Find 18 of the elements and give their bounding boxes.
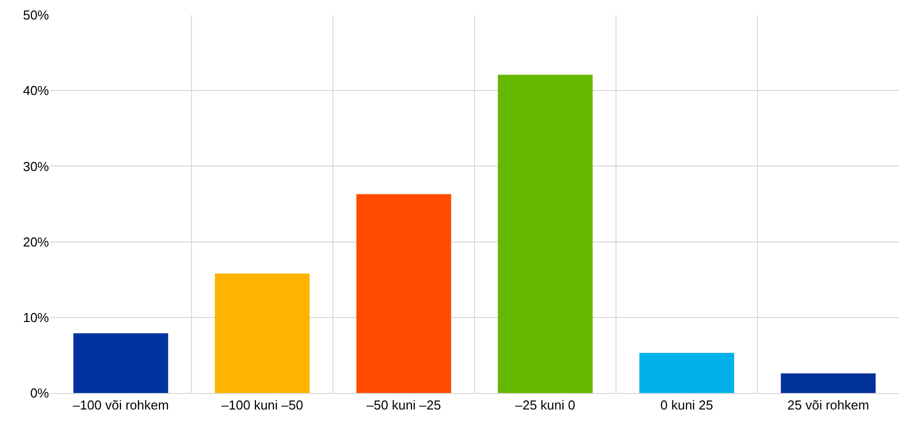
x-tick-label: –50 kuni –25 xyxy=(366,398,441,413)
y-tick-label: 10% xyxy=(22,310,50,325)
x-tick-label: 25 või rohkem xyxy=(787,398,870,413)
bar xyxy=(780,373,876,393)
bar xyxy=(498,74,593,393)
y-tick-label: 20% xyxy=(22,234,50,250)
y-tick-label: 50% xyxy=(22,8,50,23)
bar xyxy=(356,194,452,393)
bar xyxy=(639,352,734,393)
y-tick-label: 40% xyxy=(22,83,50,98)
bar xyxy=(73,333,168,393)
y-tick-label: 0% xyxy=(30,386,50,401)
x-tick-label: –25 kuni 0 xyxy=(515,398,576,413)
x-tick-label: 0 kuni 25 xyxy=(660,398,714,413)
x-tick-label: –100 kuni –50 xyxy=(221,398,304,413)
x-tick-label: –100 või rohkem xyxy=(72,398,169,413)
y-tick-label: 30% xyxy=(22,158,50,174)
bar xyxy=(214,274,310,393)
